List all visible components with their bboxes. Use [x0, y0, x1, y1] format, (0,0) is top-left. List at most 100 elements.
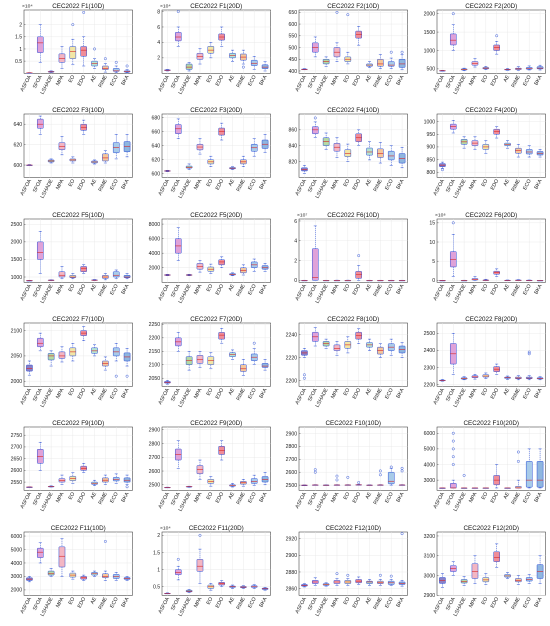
chart-title: CEC2022 F8(10D) [327, 316, 379, 323]
outlier-point [451, 455, 455, 459]
box-eco [525, 65, 533, 71]
box-eco [112, 60, 120, 73]
x-tick-label: ECO [522, 74, 533, 87]
chart-panel-21: 2000 3000 4000 5000 6000 CEC2022 F11(10D) ASFO… [11, 524, 133, 617]
x-tick-label: EDO [489, 74, 500, 87]
x-tick-label: RIME [235, 74, 247, 89]
x-tick-label: MPA [330, 595, 341, 608]
box-lshade [185, 163, 192, 171]
box-rime [377, 573, 384, 586]
outlier-point [400, 469, 404, 473]
outlier-point [451, 221, 455, 224]
y-tick-label: 820 [289, 160, 298, 166]
x-tick-label: ECO [247, 74, 258, 87]
box-eco [387, 574, 395, 586]
x-tick-label: AE [90, 595, 99, 604]
box-body [344, 149, 352, 158]
chart-title: CEC2022 F6(10D) [327, 211, 379, 218]
outlier-point [198, 533, 201, 537]
box-body [387, 472, 395, 485]
box-sfoa [174, 10, 182, 47]
chart-panel-19: 2500 2600 2700 2800 2900 CEC2022 F10(10D) ASFO… [286, 420, 408, 513]
box-asfoa [301, 165, 308, 174]
outlier-point [114, 374, 118, 378]
box-body [36, 119, 44, 129]
box-ae [228, 584, 236, 589]
box-mpa [196, 259, 203, 272]
x-tick-label: MPA [193, 178, 204, 191]
box-bka [398, 147, 406, 169]
box-lshade [322, 338, 330, 349]
box-eo [482, 372, 489, 379]
x-tick-label: BKA [120, 283, 130, 295]
chart-title: CEC2022 F3(10D) [52, 107, 104, 114]
box-mpa [471, 58, 478, 68]
y-tick-label: 1000 [423, 48, 435, 54]
box-eco [250, 258, 258, 272]
box-lshade [185, 588, 192, 593]
chart-panel-17: 2550 2600 2650 2700 2750 CEC2022 F9(10D) ASFOA… [11, 420, 133, 513]
box-eo [207, 263, 214, 274]
box-eco [250, 138, 258, 157]
chart-title: CEC2022 F7(20D) [190, 316, 242, 323]
y-tick-label: 10 [429, 239, 435, 245]
x-tick-label: BKA [395, 74, 405, 86]
x-tick-label: EO [343, 179, 352, 188]
box-rime [102, 150, 109, 164]
box-asfoa [163, 487, 171, 489]
box-asfoa [163, 69, 171, 72]
box-mpa [58, 46, 66, 69]
x-tick-label: EDO [214, 179, 225, 192]
box-mpa [196, 350, 203, 368]
chart-title: CEC2022 F5(20D) [190, 211, 242, 218]
chart-title: CEC2022 F6(20D) [465, 211, 517, 218]
axis-multiplier: ×10⁷ [297, 212, 307, 218]
x-tick-label: EO [480, 492, 489, 501]
x-tick-label: RIME [510, 74, 522, 89]
y-tick-label: 2000 [11, 379, 23, 385]
box-eo [482, 572, 489, 585]
x-tick-label: ASFOA [157, 491, 171, 510]
x-tick-label: ECO [247, 492, 258, 505]
axis-multiplier: ×10⁸ [435, 212, 446, 218]
x-tick-label: MPA [468, 74, 479, 87]
y-tick-label: 4000 [11, 560, 23, 566]
x-tick-label: EO [480, 596, 489, 605]
x-tick-label: ECO [384, 74, 395, 87]
box-bka [398, 467, 406, 486]
x-tick-label: BKA [120, 491, 130, 503]
box-eo [69, 156, 77, 164]
x-tick-label: EDO [489, 492, 500, 505]
box-sfoa [174, 118, 182, 140]
x-tick-label: EDO [352, 387, 363, 400]
y-tick-label: 500 [289, 45, 298, 51]
y-tick-label: 8 [157, 9, 160, 15]
box-body [398, 581, 406, 585]
box-edo [492, 34, 500, 55]
y-tick-label: 4000 [148, 251, 160, 257]
chart-title: CEC2022 F11(10D) [51, 524, 106, 531]
y-tick-label: 4000 [423, 462, 435, 468]
x-tick-label: RIME [373, 283, 385, 298]
x-tick-label: BKA [395, 595, 405, 607]
box-bka [536, 149, 543, 158]
box-body [525, 461, 533, 488]
box-sfoa [174, 227, 182, 261]
box-bka [536, 554, 543, 584]
x-tick-label: MPA [55, 491, 66, 504]
box-asfoa [438, 572, 446, 588]
box-rime [102, 539, 109, 581]
x-tick-label: ECO [109, 179, 120, 192]
outlier-point [440, 168, 444, 172]
outlier-point [378, 573, 382, 577]
x-tick-label: ECO [522, 179, 533, 192]
x-tick-label: RIME [98, 283, 110, 298]
y-tick-label: 2900 [286, 431, 298, 437]
box-lshade [47, 70, 55, 73]
x-tick-label: ECO [522, 492, 533, 505]
box-bka [536, 376, 543, 380]
box-edo [355, 253, 362, 281]
x-tick-label: EO [68, 179, 77, 188]
